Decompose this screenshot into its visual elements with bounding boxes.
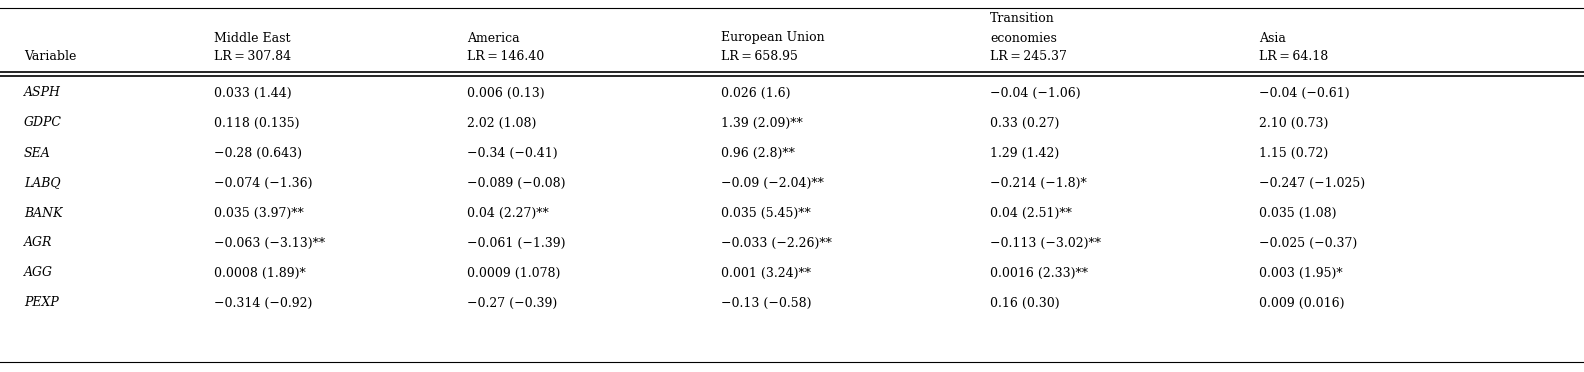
Text: 0.035 (1.08): 0.035 (1.08): [1259, 206, 1337, 219]
Text: European Union: European Union: [721, 32, 824, 45]
Text: 0.04 (2.27)**: 0.04 (2.27)**: [467, 206, 550, 219]
Text: SEA: SEA: [24, 147, 51, 160]
Text: 0.026 (1.6): 0.026 (1.6): [721, 87, 790, 99]
Text: 0.0008 (1.89)*: 0.0008 (1.89)*: [214, 266, 306, 279]
Text: −0.061 (−1.39): −0.061 (−1.39): [467, 237, 565, 250]
Text: 0.035 (5.45)**: 0.035 (5.45)**: [721, 206, 811, 219]
Text: LR = 64.18: LR = 64.18: [1259, 49, 1329, 62]
Text: 0.006 (0.13): 0.006 (0.13): [467, 87, 545, 99]
Text: −0.025 (−0.37): −0.025 (−0.37): [1259, 237, 1357, 250]
Text: AGG: AGG: [24, 266, 52, 279]
Text: 2.02 (1.08): 2.02 (1.08): [467, 116, 537, 129]
Text: 0.04 (2.51)**: 0.04 (2.51)**: [990, 206, 1072, 219]
Text: LABQ: LABQ: [24, 176, 60, 189]
Text: 0.0016 (2.33)**: 0.0016 (2.33)**: [990, 266, 1088, 279]
Text: Asia: Asia: [1259, 32, 1286, 45]
Text: 0.33 (0.27): 0.33 (0.27): [990, 116, 1060, 129]
Text: LR = 307.84: LR = 307.84: [214, 49, 291, 62]
Text: −0.04 (−1.06): −0.04 (−1.06): [990, 87, 1080, 99]
Text: 0.001 (3.24)**: 0.001 (3.24)**: [721, 266, 811, 279]
Text: −0.074 (−1.36): −0.074 (−1.36): [214, 176, 312, 189]
Text: −0.27 (−0.39): −0.27 (−0.39): [467, 296, 558, 310]
Text: −0.13 (−0.58): −0.13 (−0.58): [721, 296, 811, 310]
Text: BANK: BANK: [24, 206, 62, 219]
Text: Variable: Variable: [24, 49, 76, 62]
Text: 0.16 (0.30): 0.16 (0.30): [990, 296, 1060, 310]
Text: economies: economies: [990, 32, 1057, 45]
Text: −0.089 (−0.08): −0.089 (−0.08): [467, 176, 565, 189]
Text: GDPC: GDPC: [24, 116, 62, 129]
Text: AGR: AGR: [24, 237, 52, 250]
Text: 0.0009 (1.078): 0.0009 (1.078): [467, 266, 561, 279]
Text: LR = 146.40: LR = 146.40: [467, 49, 545, 62]
Text: 1.39 (2.09)**: 1.39 (2.09)**: [721, 116, 803, 129]
Text: 2.10 (0.73): 2.10 (0.73): [1259, 116, 1329, 129]
Text: PEXP: PEXP: [24, 296, 59, 310]
Text: −0.314 (−0.92): −0.314 (−0.92): [214, 296, 312, 310]
Text: LR = 245.37: LR = 245.37: [990, 49, 1068, 62]
Text: 0.035 (3.97)**: 0.035 (3.97)**: [214, 206, 304, 219]
Text: 1.29 (1.42): 1.29 (1.42): [990, 147, 1060, 160]
Text: 0.118 (0.135): 0.118 (0.135): [214, 116, 299, 129]
Text: −0.063 (−3.13)**: −0.063 (−3.13)**: [214, 237, 325, 250]
Text: Transition: Transition: [990, 12, 1055, 25]
Text: Middle East: Middle East: [214, 32, 290, 45]
Text: LR = 658.95: LR = 658.95: [721, 49, 798, 62]
Text: −0.214 (−1.8)*: −0.214 (−1.8)*: [990, 176, 1087, 189]
Text: America: America: [467, 32, 520, 45]
Text: −0.34 (−0.41): −0.34 (−0.41): [467, 147, 558, 160]
Text: −0.09 (−2.04)**: −0.09 (−2.04)**: [721, 176, 824, 189]
Text: ASPH: ASPH: [24, 87, 60, 99]
Text: 0.96 (2.8)**: 0.96 (2.8)**: [721, 147, 795, 160]
Text: −0.28 (0.643): −0.28 (0.643): [214, 147, 303, 160]
Text: −0.247 (−1.025): −0.247 (−1.025): [1259, 176, 1365, 189]
Text: 0.003 (1.95)*: 0.003 (1.95)*: [1259, 266, 1343, 279]
Text: −0.04 (−0.61): −0.04 (−0.61): [1259, 87, 1350, 99]
Text: 0.033 (1.44): 0.033 (1.44): [214, 87, 291, 99]
Text: 0.009 (0.016): 0.009 (0.016): [1259, 296, 1345, 310]
Text: −0.033 (−2.26)**: −0.033 (−2.26)**: [721, 237, 832, 250]
Text: 1.15 (0.72): 1.15 (0.72): [1259, 147, 1329, 160]
Text: −0.113 (−3.02)**: −0.113 (−3.02)**: [990, 237, 1101, 250]
